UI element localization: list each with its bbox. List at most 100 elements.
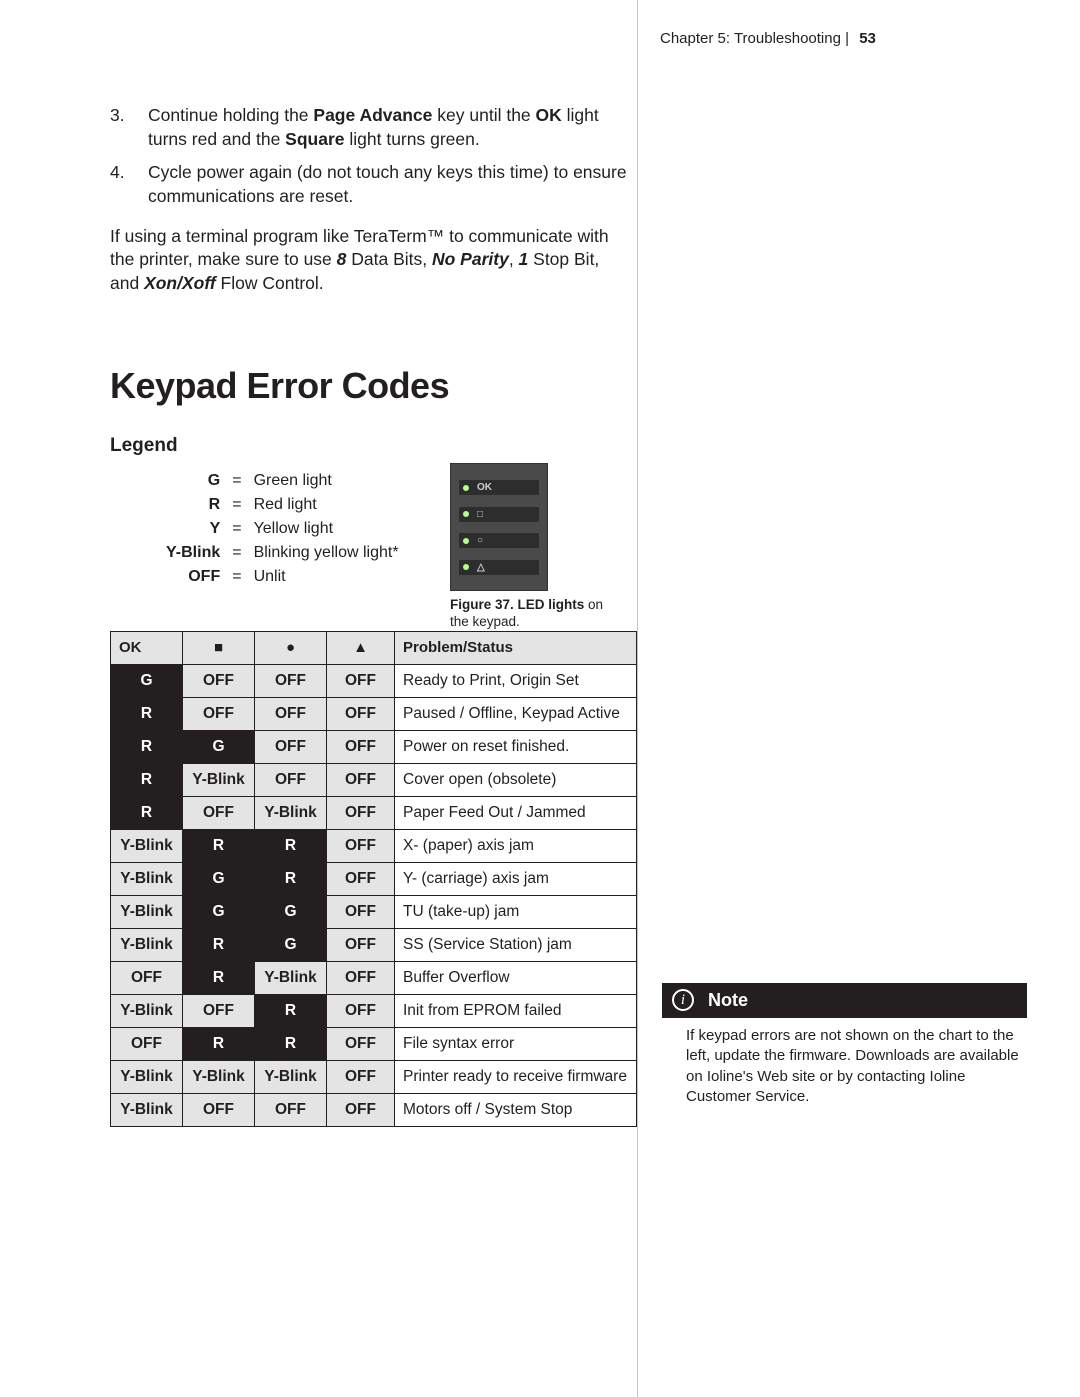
table-cell: Y-Blink bbox=[111, 863, 183, 896]
note-box: i Note If keypad errors are not shown on… bbox=[662, 983, 1027, 1107]
legend-row: Y-Blink=Blinking yellow light* bbox=[160, 541, 405, 565]
keypad-led-row: □ bbox=[459, 507, 539, 522]
chapter-label: Chapter 5: Troubleshooting bbox=[660, 30, 841, 47]
legend-desc: Blinking yellow light* bbox=[248, 541, 405, 565]
figure-caption: Figure 37. LED lights on the keypad. bbox=[450, 597, 620, 631]
table-row: Y-BlinkGGOFFTU (take-up) jam bbox=[111, 896, 637, 929]
table-cell: Y-Blink bbox=[255, 962, 327, 995]
legend-key: OFF bbox=[160, 565, 226, 589]
table-cell: OFF bbox=[327, 698, 395, 731]
step-item: 3.Continue holding the Page Advance key … bbox=[110, 104, 627, 151]
legend-equals: = bbox=[226, 517, 247, 541]
led-symbol: △ bbox=[477, 562, 485, 573]
table-cell: Buffer Overflow bbox=[395, 962, 637, 995]
table-cell: Y-Blink bbox=[111, 830, 183, 863]
table-cell: Y-Blink bbox=[255, 1061, 327, 1094]
table-row: Y-BlinkOFFROFFInit from EPROM failed bbox=[111, 995, 637, 1028]
table-cell: Cover open (obsolete) bbox=[395, 764, 637, 797]
legend-equals: = bbox=[226, 493, 247, 517]
table-header-cell: OK bbox=[111, 632, 183, 665]
led-dot-icon bbox=[463, 485, 469, 491]
table-header-cell: ● bbox=[255, 632, 327, 665]
table-cell: G bbox=[255, 896, 327, 929]
error-codes-table: OK■●▲Problem/StatusGOFFOFFOFFReady to Pr… bbox=[110, 631, 637, 1127]
legend-table: G=Green lightR=Red lightY=Yellow lightY-… bbox=[160, 469, 405, 589]
legend-desc: Red light bbox=[248, 493, 405, 517]
info-icon: i bbox=[672, 989, 694, 1011]
legend-key: R bbox=[160, 493, 226, 517]
legend-equals: = bbox=[226, 541, 247, 565]
table-cell: OFF bbox=[255, 1094, 327, 1127]
table-header-cell: ▲ bbox=[327, 632, 395, 665]
table-cell: Init from EPROM failed bbox=[395, 995, 637, 1028]
table-cell: OFF bbox=[327, 1094, 395, 1127]
table-row: GOFFOFFOFFReady to Print, Origin Set bbox=[111, 665, 637, 698]
table-cell: R bbox=[111, 698, 183, 731]
table-cell: OFF bbox=[183, 995, 255, 1028]
step-text: Continue holding the Page Advance key un… bbox=[148, 104, 627, 151]
legend-title: Legend bbox=[110, 435, 627, 457]
note-title: Note bbox=[708, 990, 748, 1011]
table-cell: OFF bbox=[327, 929, 395, 962]
table-cell: R bbox=[111, 731, 183, 764]
table-row: Y-BlinkRGOFFSS (Service Station) jam bbox=[111, 929, 637, 962]
table-cell: R bbox=[183, 830, 255, 863]
keypad-led-row: △ bbox=[459, 560, 539, 575]
section-title: Keypad Error Codes bbox=[110, 365, 627, 407]
table-cell: G bbox=[255, 929, 327, 962]
table-cell: R bbox=[111, 797, 183, 830]
table-cell: OFF bbox=[111, 962, 183, 995]
table-cell: Power on reset finished. bbox=[395, 731, 637, 764]
table-cell: OFF bbox=[327, 764, 395, 797]
table-cell: TU (take-up) jam bbox=[395, 896, 637, 929]
legend-desc: Unlit bbox=[248, 565, 405, 589]
table-cell: OFF bbox=[327, 896, 395, 929]
table-cell: Paused / Offline, Keypad Active bbox=[395, 698, 637, 731]
legend-row: G=Green light bbox=[160, 469, 405, 493]
body-paragraph: If using a terminal program like TeraTer… bbox=[110, 225, 627, 296]
table-cell: OFF bbox=[327, 1061, 395, 1094]
table-cell: R bbox=[183, 962, 255, 995]
legend-equals: = bbox=[226, 469, 247, 493]
table-cell: Printer ready to receive firmware bbox=[395, 1061, 637, 1094]
table-cell: R bbox=[255, 1028, 327, 1061]
table-cell: Y-Blink bbox=[255, 797, 327, 830]
table-cell: OFF bbox=[327, 1028, 395, 1061]
led-symbol: OK bbox=[477, 482, 492, 493]
figure-37: OK □ ○ △ Figure 37. LED lights on the keypa… bbox=[450, 463, 620, 631]
led-symbol: ○ bbox=[477, 535, 483, 546]
table-cell: G bbox=[183, 863, 255, 896]
table-row: RGOFFOFFPower on reset finished. bbox=[111, 731, 637, 764]
table-cell: OFF bbox=[183, 698, 255, 731]
keypad-led-image: OK □ ○ △ bbox=[450, 463, 548, 591]
keypad-led-row: ○ bbox=[459, 533, 539, 548]
table-cell: R bbox=[255, 863, 327, 896]
table-cell: OFF bbox=[111, 1028, 183, 1061]
table-cell: Ready to Print, Origin Set bbox=[395, 665, 637, 698]
table-cell: OFF bbox=[327, 863, 395, 896]
table-cell: R bbox=[255, 830, 327, 863]
legend-key: G bbox=[160, 469, 226, 493]
legend-desc: Yellow light bbox=[248, 517, 405, 541]
table-cell: Y- (carriage) axis jam bbox=[395, 863, 637, 896]
table-cell: Y-Blink bbox=[183, 764, 255, 797]
table-cell: Y-Blink bbox=[111, 929, 183, 962]
table-header-cell: ■ bbox=[183, 632, 255, 665]
table-cell: G bbox=[183, 731, 255, 764]
table-row: ROFFOFFOFFPaused / Offline, Keypad Activ… bbox=[111, 698, 637, 731]
table-row: Y-BlinkOFFOFFOFFMotors off / System Stop bbox=[111, 1094, 637, 1127]
table-cell: Paper Feed Out / Jammed bbox=[395, 797, 637, 830]
table-cell: OFF bbox=[255, 698, 327, 731]
table-cell: OFF bbox=[327, 665, 395, 698]
table-cell: Y-Blink bbox=[111, 1061, 183, 1094]
table-cell: OFF bbox=[255, 764, 327, 797]
table-cell: OFF bbox=[327, 830, 395, 863]
table-cell: Y-Blink bbox=[183, 1061, 255, 1094]
legend-row: R=Red light bbox=[160, 493, 405, 517]
table-cell: OFF bbox=[327, 731, 395, 764]
legend-row: Y=Yellow light bbox=[160, 517, 405, 541]
table-row: OFFRY-BlinkOFFBuffer Overflow bbox=[111, 962, 637, 995]
table-row: RY-BlinkOFFOFFCover open (obsolete) bbox=[111, 764, 637, 797]
led-symbol: □ bbox=[477, 509, 483, 520]
table-cell: OFF bbox=[327, 962, 395, 995]
